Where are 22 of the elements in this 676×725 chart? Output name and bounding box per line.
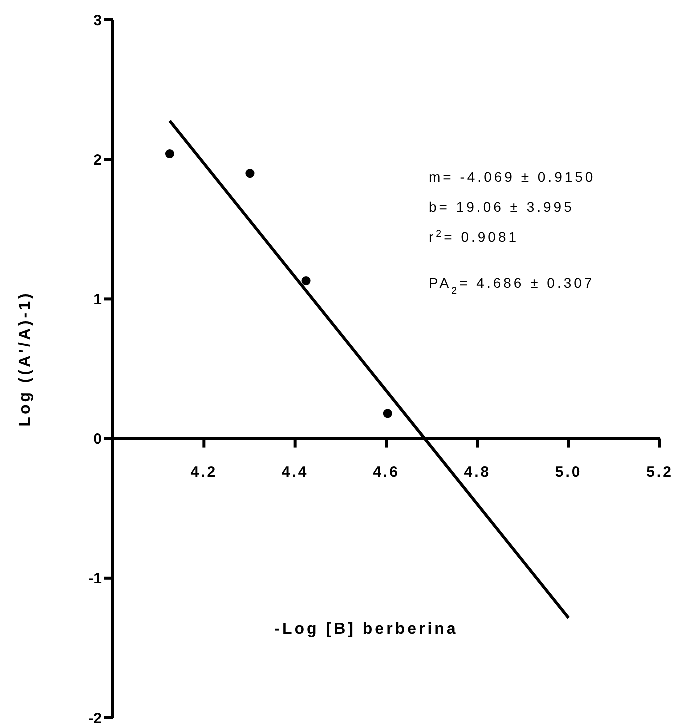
x-tick-label: 4.2 xyxy=(190,464,218,481)
y-tick-label: 2 xyxy=(94,152,102,169)
x-tick-label: 5.0 xyxy=(555,464,582,481)
point xyxy=(246,169,255,178)
point xyxy=(383,409,392,418)
x-tick-label: 4.4 xyxy=(282,464,309,481)
annotation: b= 19.06 ± 3.995 xyxy=(429,199,574,215)
y-axis-title: Log ((A'/A)-1) xyxy=(17,291,34,427)
x-tick-label: 4.8 xyxy=(464,464,492,481)
y-tick-label: 3 xyxy=(94,12,102,30)
annotation: PA$_{2}$= 4.686 ± 0.307 xyxy=(429,275,595,296)
x-tick-label: 5.2 xyxy=(646,464,674,481)
x-tick-label: 4.6 xyxy=(373,464,400,481)
x-axis-title: -Log [B] berberina xyxy=(274,621,458,638)
y-tick-label: -2 xyxy=(88,710,102,725)
y-tick-label: -1 xyxy=(88,570,102,588)
y-tick-label: 0 xyxy=(94,431,102,448)
annotation: m= -4.069 ± 0.9150 xyxy=(429,169,596,185)
y-tick-label: 1 xyxy=(94,292,102,309)
point xyxy=(165,150,174,159)
point xyxy=(302,276,311,286)
annotation: r$^{2}$= 0.9081 xyxy=(429,228,520,245)
